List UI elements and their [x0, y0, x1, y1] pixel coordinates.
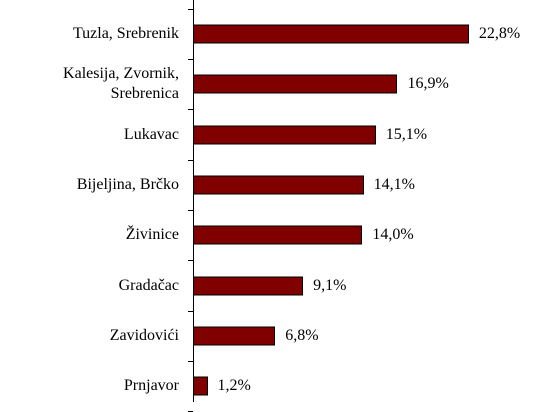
- bar: [193, 74, 398, 94]
- category-label: Kalesija, Zvornik, Srebrenica: [63, 65, 179, 103]
- category-label: Tuzla, Srebrenik: [72, 25, 179, 42]
- category-label: Lukavac: [123, 125, 179, 143]
- value-label: 14,1%: [373, 175, 415, 193]
- bar: [193, 24, 469, 44]
- category-label: Gradačac: [118, 276, 179, 294]
- value-label: 6,8%: [285, 326, 319, 344]
- category-label: Živinice: [125, 226, 179, 244]
- axis-tick: [188, 159, 193, 161]
- value-label: 9,1%: [313, 276, 347, 294]
- value-label: 16,9%: [407, 75, 449, 93]
- value-label: 14,0%: [372, 226, 414, 244]
- category-label: Zavidovići: [109, 326, 179, 344]
- axis-tick: [188, 59, 193, 61]
- category-label: Bijeljina, Brčko: [76, 175, 179, 193]
- axis-tick: [188, 360, 193, 362]
- category-label: Prnjavor: [123, 377, 179, 395]
- axis-tick: [188, 8, 193, 10]
- axis-tick: [188, 210, 193, 212]
- bar: [193, 276, 304, 295]
- y-axis: [193, 0, 194, 402]
- axis-tick: [188, 109, 193, 111]
- bar: [193, 326, 276, 346]
- bar: [193, 125, 376, 145]
- bar: [193, 376, 208, 396]
- axis-tick: [188, 310, 193, 312]
- bar: [193, 175, 364, 195]
- bar: [193, 225, 363, 245]
- value-label: 15,1%: [385, 125, 428, 143]
- axis-tick: [188, 260, 193, 262]
- value-label: 1,2%: [217, 377, 251, 395]
- value-label: 22,8%: [478, 25, 521, 42]
